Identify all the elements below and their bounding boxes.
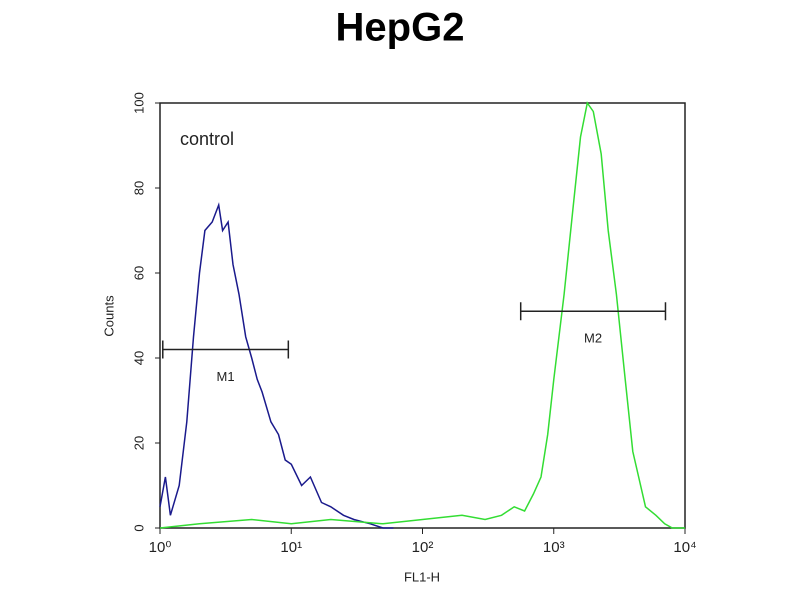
x-tick-label: 10⁴ (673, 539, 696, 556)
y-axis-label: Counts (101, 295, 116, 337)
y-tick-label: 80 (131, 181, 146, 195)
y-tick-label: 20 (131, 436, 146, 450)
histogram-line (159, 202, 394, 529)
y-tick-label: 60 (131, 266, 146, 280)
x-tick-label: 10¹ (280, 539, 302, 556)
y-tick-label: 100 (131, 92, 146, 114)
histogram-line (159, 101, 685, 529)
annotation: control (180, 129, 234, 149)
x-tick-label: 10⁰ (149, 539, 172, 556)
gate-label: M2 (584, 331, 602, 346)
y-tick-label: 0 (131, 524, 146, 531)
plot-frame (159, 102, 686, 529)
chart-title: HepG2 (336, 6, 465, 50)
x-tick-label: 10² (412, 539, 434, 556)
gate-label: M1 (217, 369, 235, 384)
y-tick-label: 40 (131, 351, 146, 365)
x-tick-label: 10³ (543, 539, 565, 556)
x-axis-label: FL1-H (404, 569, 440, 584)
